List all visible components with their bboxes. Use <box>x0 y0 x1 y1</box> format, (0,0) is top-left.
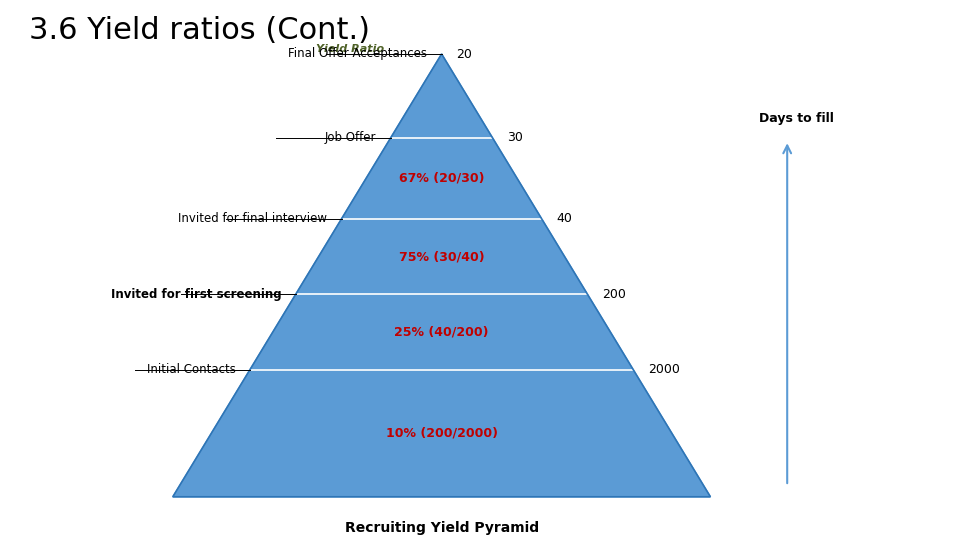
Polygon shape <box>173 54 710 497</box>
Text: 200: 200 <box>602 288 626 301</box>
Text: 2000: 2000 <box>648 363 680 376</box>
Text: Final Offer Acceptances: Final Offer Acceptances <box>288 48 427 60</box>
Text: Initial Contacts: Initial Contacts <box>147 363 235 376</box>
Text: Days to fill: Days to fill <box>759 112 834 125</box>
Text: 67% (20/30): 67% (20/30) <box>398 172 485 185</box>
Text: 25% (40/200): 25% (40/200) <box>395 326 489 339</box>
Text: 20: 20 <box>456 48 472 60</box>
Text: Invited for final interview: Invited for final interview <box>179 212 327 225</box>
Text: Yield Ratio: Yield Ratio <box>316 44 384 53</box>
Text: 3.6 Yield ratios (Cont.): 3.6 Yield ratios (Cont.) <box>29 16 370 45</box>
Text: 75% (30/40): 75% (30/40) <box>398 250 485 263</box>
Text: Invited for first screening: Invited for first screening <box>110 288 281 301</box>
Text: 30: 30 <box>507 131 522 144</box>
Text: 10% (200/2000): 10% (200/2000) <box>386 427 497 440</box>
Text: Recruiting Yield Pyramid: Recruiting Yield Pyramid <box>345 521 539 535</box>
Text: 40: 40 <box>556 212 572 225</box>
Text: Job Offer: Job Offer <box>324 131 376 144</box>
